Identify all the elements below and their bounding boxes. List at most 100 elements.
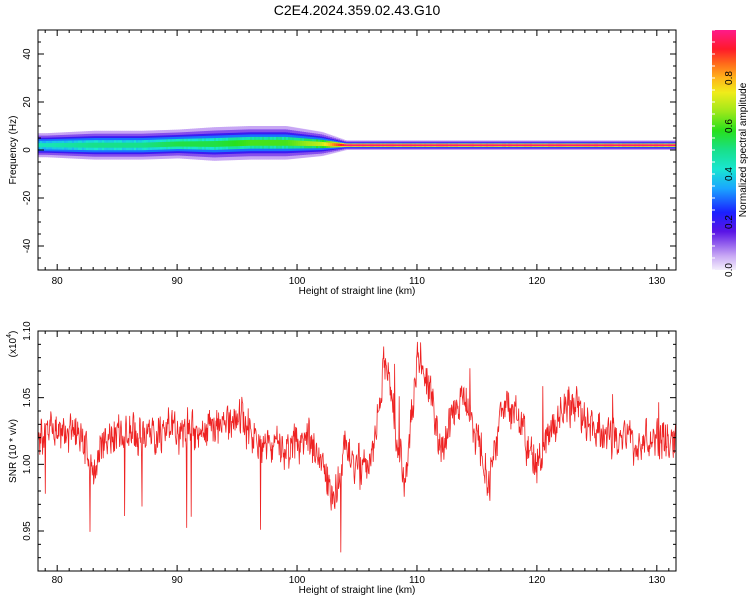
spectrogram-cell [484, 144, 487, 147]
spectrogram-y-tick-label: 40 [22, 48, 33, 60]
spectrogram-cell [208, 141, 211, 147]
spectrogram-cell [300, 140, 303, 146]
spectrogram-cell [524, 144, 527, 147]
spectrogram-cell [518, 144, 521, 147]
spectrogram-cell [494, 144, 497, 147]
spectrogram-cell [242, 140, 245, 146]
spectrogram-cell [56, 143, 59, 148]
spectrogram-cell [416, 144, 419, 147]
spectrogram-y-tick-label: -20 [22, 190, 33, 205]
spectrogram-cell [504, 144, 507, 147]
spectrogram-cell [574, 144, 577, 147]
spectrogram-cell [498, 144, 501, 147]
spectrogram-cell [394, 144, 397, 147]
spectrogram-cell [520, 144, 523, 147]
spectrogram-cell [104, 142, 107, 148]
spectrogram-cell [660, 144, 663, 147]
spectrogram-cell [268, 139, 271, 146]
spectrogram-panel: 80 90 100 110 120 130 -40 -20 0 20 40 Height of s… [8, 29, 677, 297]
spectrogram-cell [424, 144, 427, 147]
spectrogram-cell [144, 142, 147, 148]
spectrogram-cell [508, 144, 511, 147]
colorbar: 0.0 0.2 0.4 0.6 0.8 Normalized spectral ampl… [712, 29, 749, 277]
spectrogram-cell [330, 142, 333, 147]
colorbar-gradient [712, 30, 736, 270]
spectrogram-cell [68, 142, 71, 148]
spectrogram-cell [636, 144, 639, 147]
figure-title: C2E4.2024.359.02.43.G10 [274, 2, 441, 18]
spectrogram-cell [42, 143, 45, 148]
spectrogram-cell [456, 144, 459, 147]
spectrogram-cell [290, 140, 293, 146]
spectrogram-y-tick-label: -40 [22, 238, 33, 253]
snr-y-tick-label: 1.05 [22, 387, 33, 407]
spectrogram-cell [198, 141, 201, 147]
spectrogram-cell [600, 144, 603, 147]
spectrogram-cell [224, 140, 227, 147]
spectrogram-cell [590, 144, 593, 147]
spectrogram-cell [670, 144, 673, 147]
spectrogram-cell [338, 143, 341, 147]
spectrogram-cell [390, 144, 393, 147]
spectrogram-cell [402, 144, 405, 147]
spectrogram-cell [132, 142, 135, 148]
spectrogram-cell [624, 144, 627, 147]
spectrogram-cell [444, 144, 447, 147]
spectrogram-cell [202, 141, 205, 147]
spectrogram-cell [674, 144, 676, 147]
spectrogram-cell [320, 141, 323, 147]
spectrogram-cell [360, 144, 363, 147]
spectrogram-cell [594, 144, 597, 147]
spectrogram-cell [114, 142, 117, 148]
spectrogram-cell [96, 142, 99, 148]
spectrogram-cell [492, 144, 495, 147]
spectrogram-cell [664, 144, 667, 147]
spectrogram-cell [216, 140, 219, 147]
spectrogram-cell [332, 143, 335, 147]
spectrogram-x-tick-label: 90 [172, 276, 184, 287]
spectrogram-cell [516, 144, 519, 147]
spectrogram-x-tick-label: 120 [529, 276, 546, 287]
spectrogram-cell [308, 141, 311, 146]
spectrogram-cell [474, 144, 477, 147]
colorbar-ticks: 0.0 0.2 0.4 0.6 0.8 [712, 29, 735, 277]
colorbar-tick-label: 0.6 [724, 119, 735, 133]
spectrogram-cell [236, 140, 239, 147]
spectrogram-cell [378, 144, 381, 147]
spectrogram-cell [346, 144, 349, 147]
spectrogram-cell [174, 141, 177, 147]
spectrogram-cell [466, 144, 469, 147]
spectrogram-cell [414, 144, 417, 147]
spectrogram-cell [398, 144, 401, 147]
spectrogram-cell [640, 144, 643, 147]
spectrogram-cell [120, 142, 123, 148]
spectrogram-cell [74, 142, 77, 148]
spectrogram-cell [418, 144, 421, 147]
spectrogram-cell [92, 142, 95, 148]
spectrogram-cell [396, 144, 399, 147]
spectrogram-cell [496, 144, 499, 147]
spectrogram-cell [188, 141, 191, 147]
spectrogram-cell [40, 143, 43, 148]
spectrogram-cell [380, 144, 383, 147]
spectrogram-cell [506, 144, 509, 147]
spectrogram-cell [150, 142, 153, 148]
spectrogram-cell [620, 144, 623, 147]
spectrogram-cell [630, 144, 633, 147]
spectrogram-cell [566, 144, 569, 147]
snr-x-label: Height of straight line (km) [299, 585, 416, 596]
spectrogram-cell [476, 144, 479, 147]
spectrogram-cell [450, 144, 453, 147]
spectrogram-cell [558, 144, 561, 147]
spectrogram-cell [384, 144, 387, 147]
spectrogram-cell [234, 140, 237, 147]
spectrogram-cell [244, 140, 247, 146]
spectrogram-cell [534, 144, 537, 147]
spectrogram-cell [156, 142, 159, 148]
spectrogram-cell [428, 144, 431, 147]
spectrogram-cell [468, 144, 471, 147]
spectrogram-cell [388, 144, 391, 147]
svg-text:(x104): (x104) [6, 331, 19, 358]
spectrogram-cell [226, 140, 229, 147]
spectrogram-cell [212, 141, 215, 147]
